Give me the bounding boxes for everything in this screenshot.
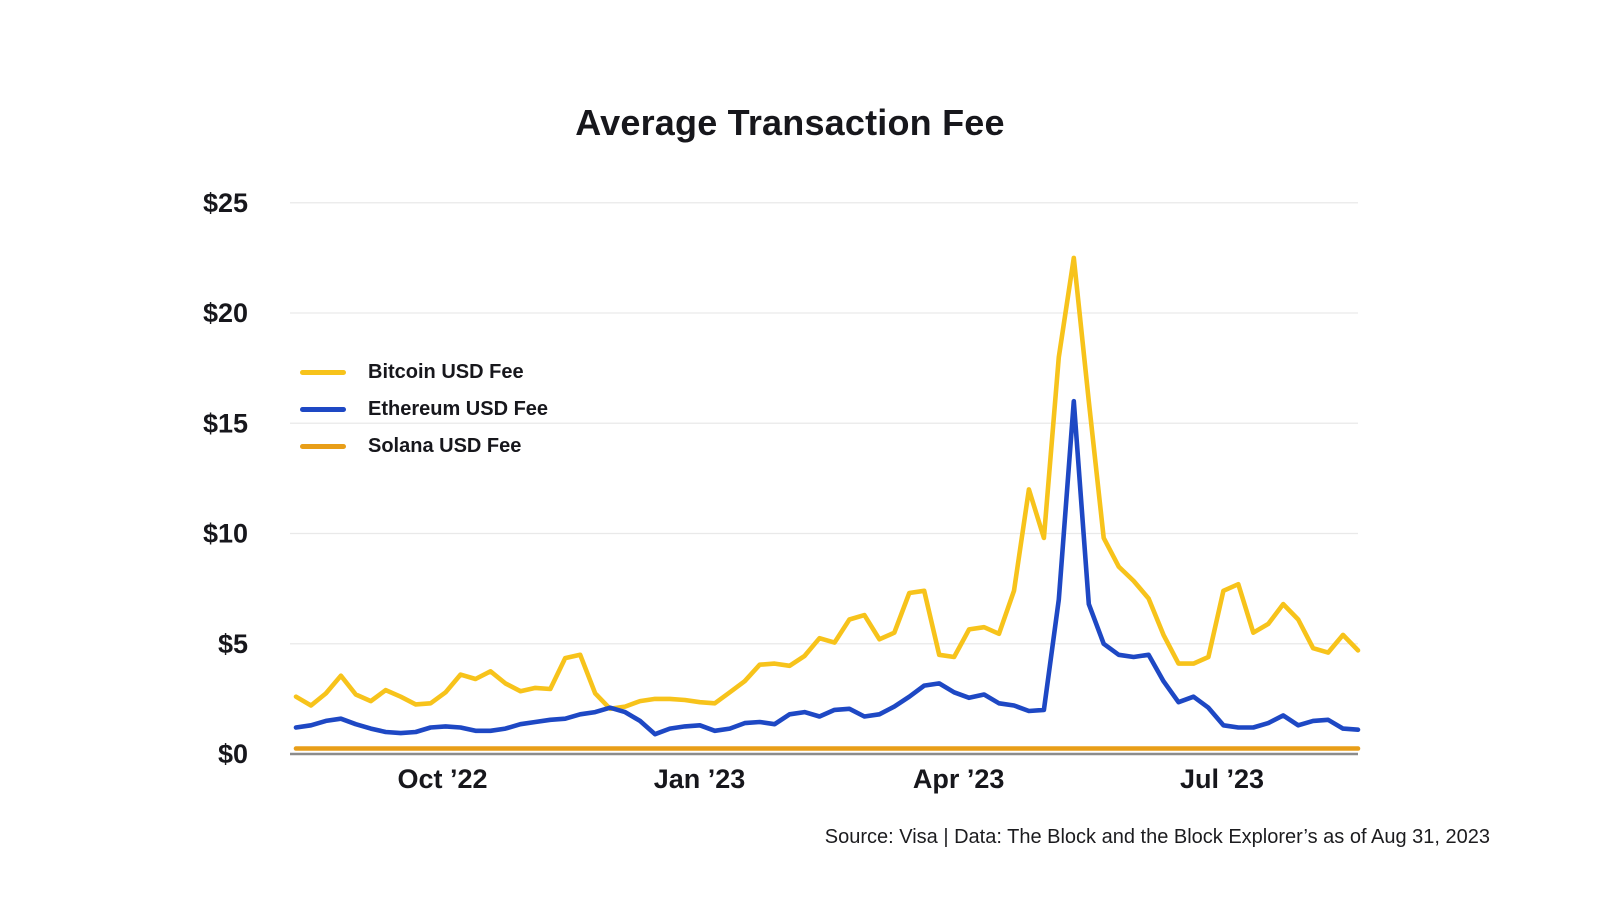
y-tick-label: $5 (218, 629, 248, 659)
y-tick-label: $25 (203, 188, 248, 218)
legend-item-solana: Solana USD Fee (300, 434, 548, 458)
chart-legend: Bitcoin USD Fee Ethereum USD Fee Solana … (300, 360, 548, 458)
source-attribution: Source: Visa | Data: The Block and the B… (824, 826, 1490, 848)
bitcoin-fee-line (293, 255, 1361, 712)
legend-item-bitcoin: Bitcoin USD Fee (300, 360, 548, 384)
y-tick-label: $20 (203, 298, 248, 328)
x-tick-label: Apr ’23 (913, 764, 1005, 794)
y-tick-label: $10 (203, 519, 248, 549)
solana-line-swatch-icon (300, 443, 346, 449)
legend-label-solana: Solana USD Fee (368, 434, 522, 457)
ethereum-line-swatch-icon (300, 406, 346, 412)
y-tick-label: $0 (218, 739, 248, 769)
y-tick-label: $15 (203, 408, 248, 438)
ethereum-fee-line (293, 398, 1361, 737)
legend-label-bitcoin: Bitcoin USD Fee (368, 360, 524, 383)
bitcoin-line-swatch-icon (300, 369, 346, 375)
chart-title: Average Transaction Fee (575, 102, 1005, 143)
legend-label-ethereum: Ethereum USD Fee (368, 397, 549, 420)
x-tick-label: Jul ’23 (1180, 764, 1264, 794)
legend-item-ethereum: Ethereum USD Fee (300, 397, 548, 421)
x-tick-label: Oct ’22 (398, 764, 488, 794)
x-tick-label: Jan ’23 (654, 764, 746, 794)
